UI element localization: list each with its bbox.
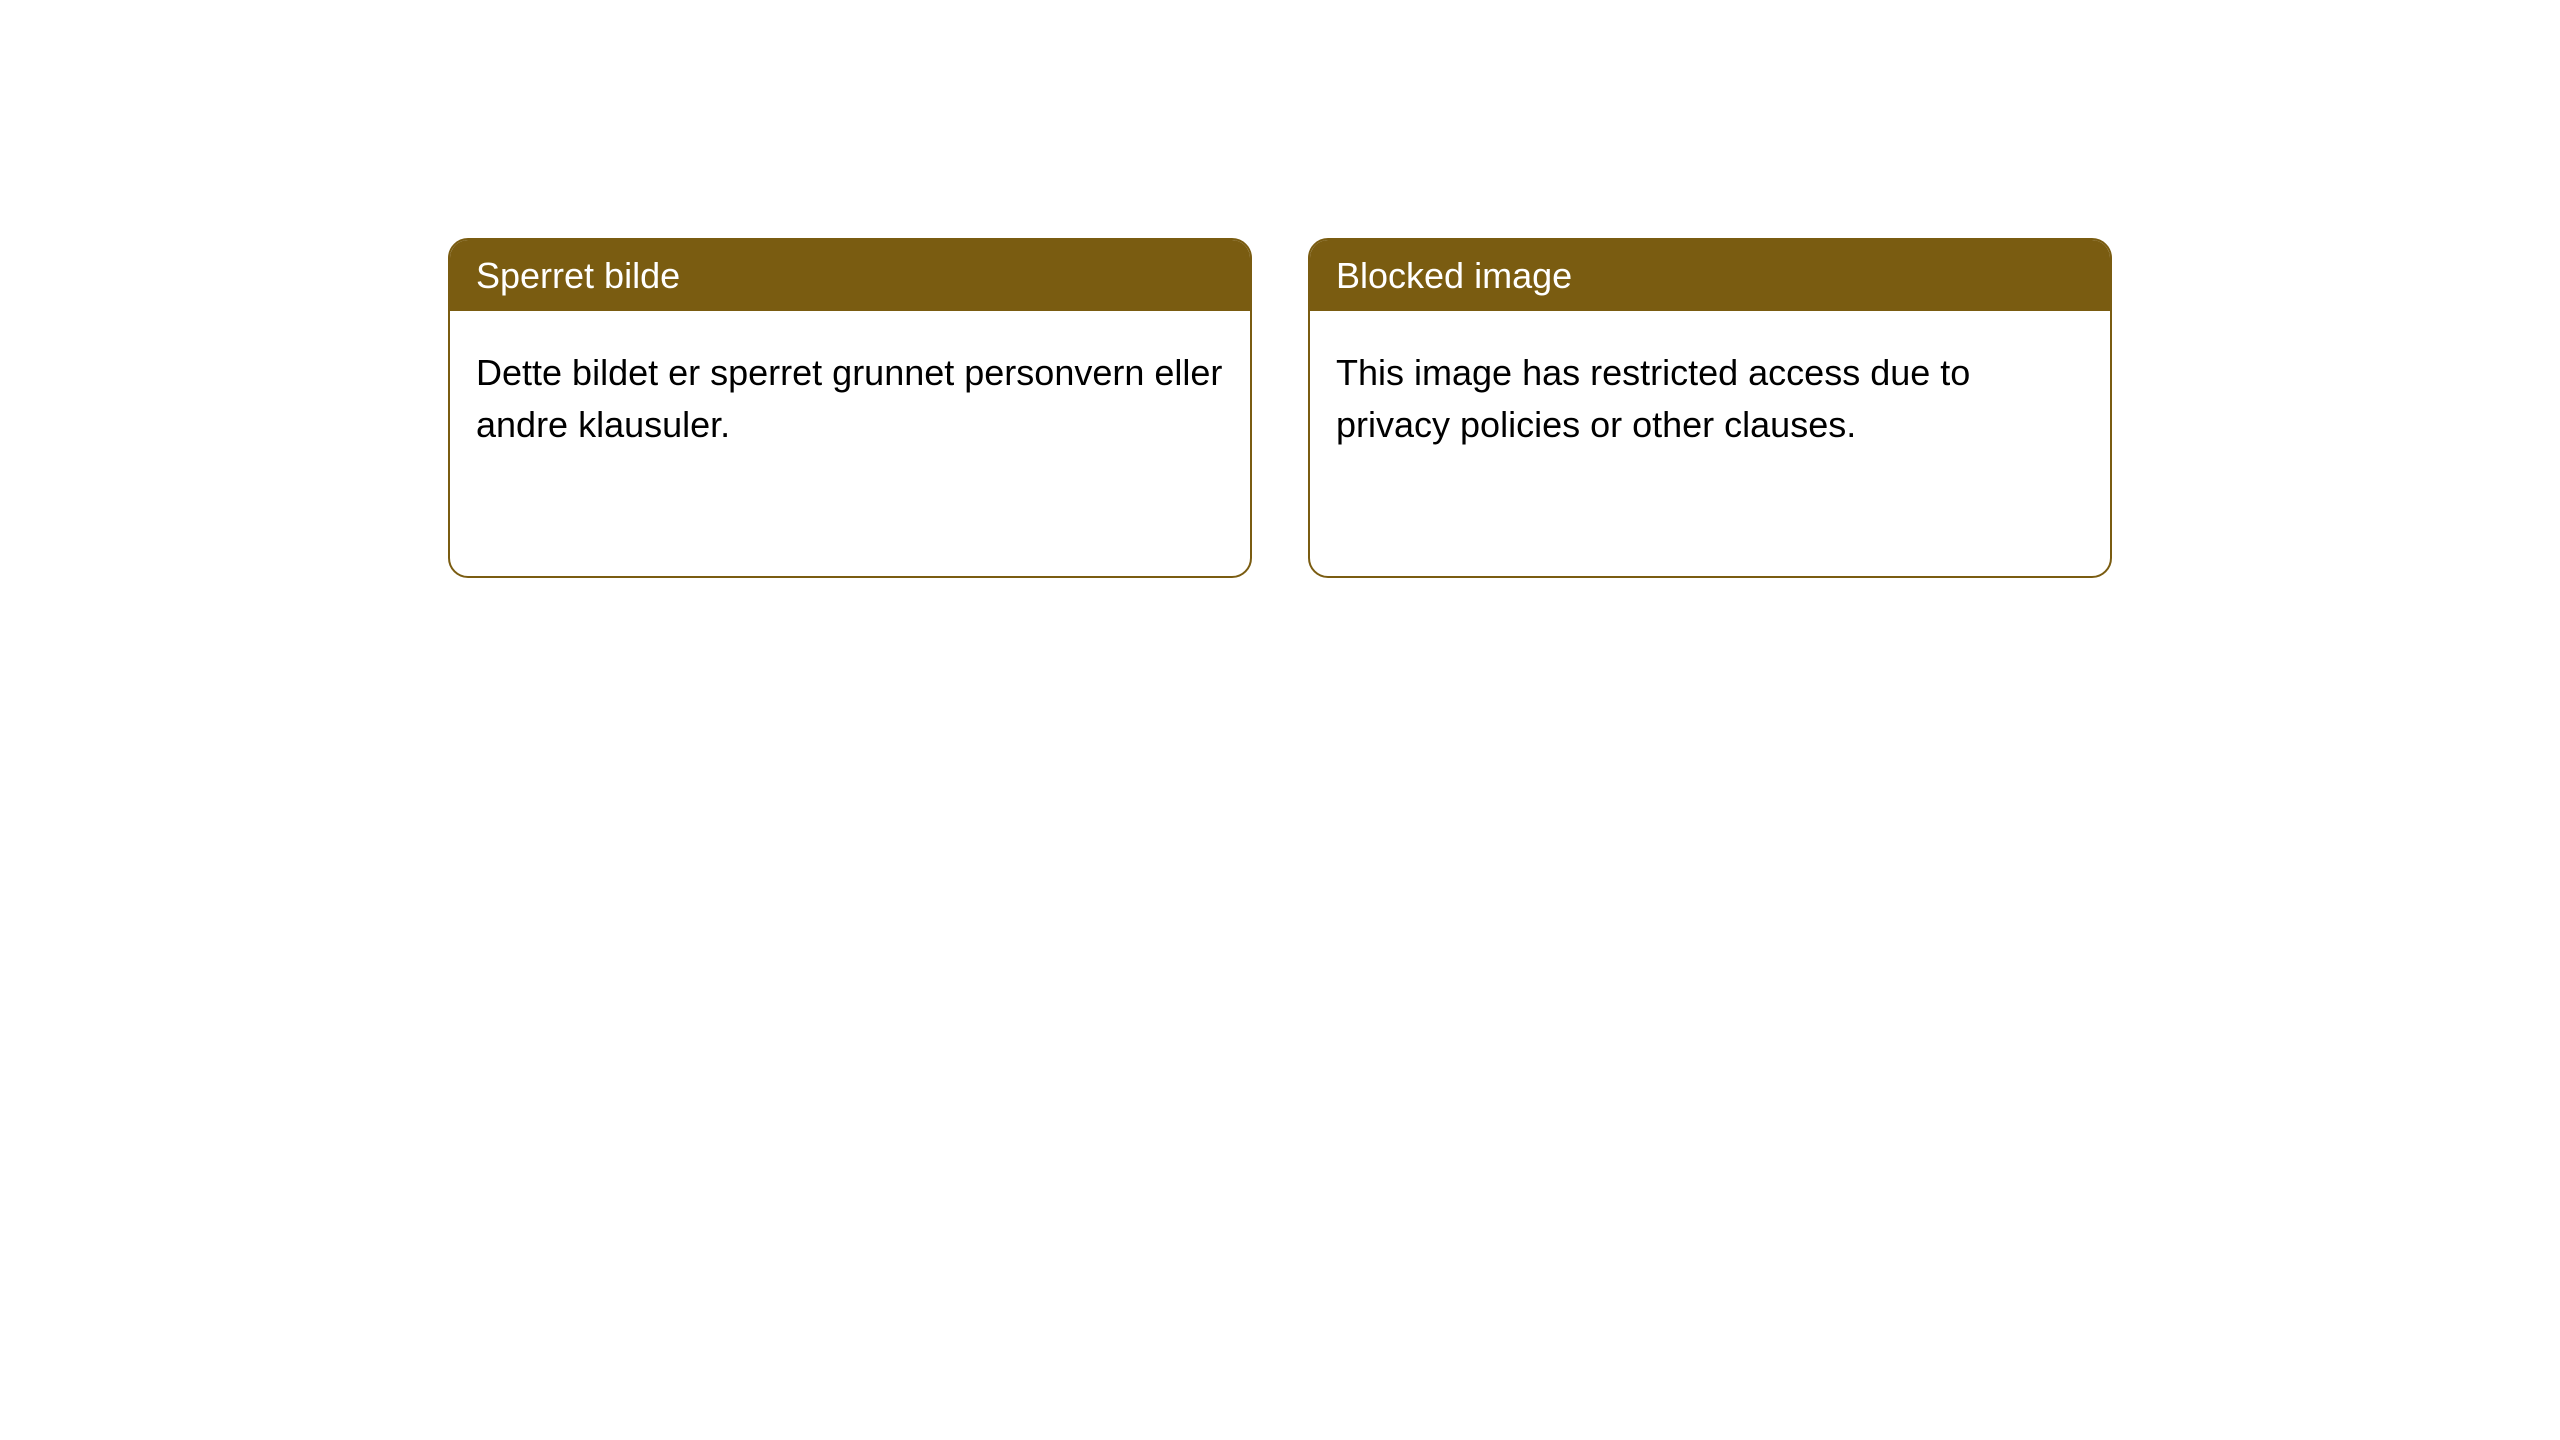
notice-body-text: This image has restricted access due to … (1310, 311, 2110, 487)
notice-header: Sperret bilde (450, 240, 1250, 311)
notice-body-text: Dette bildet er sperret grunnet personve… (450, 311, 1250, 487)
notice-header: Blocked image (1310, 240, 2110, 311)
notice-card-english: Blocked image This image has restricted … (1308, 238, 2112, 578)
notice-container: Sperret bilde Dette bildet er sperret gr… (448, 238, 2112, 578)
notice-card-norwegian: Sperret bilde Dette bildet er sperret gr… (448, 238, 1252, 578)
